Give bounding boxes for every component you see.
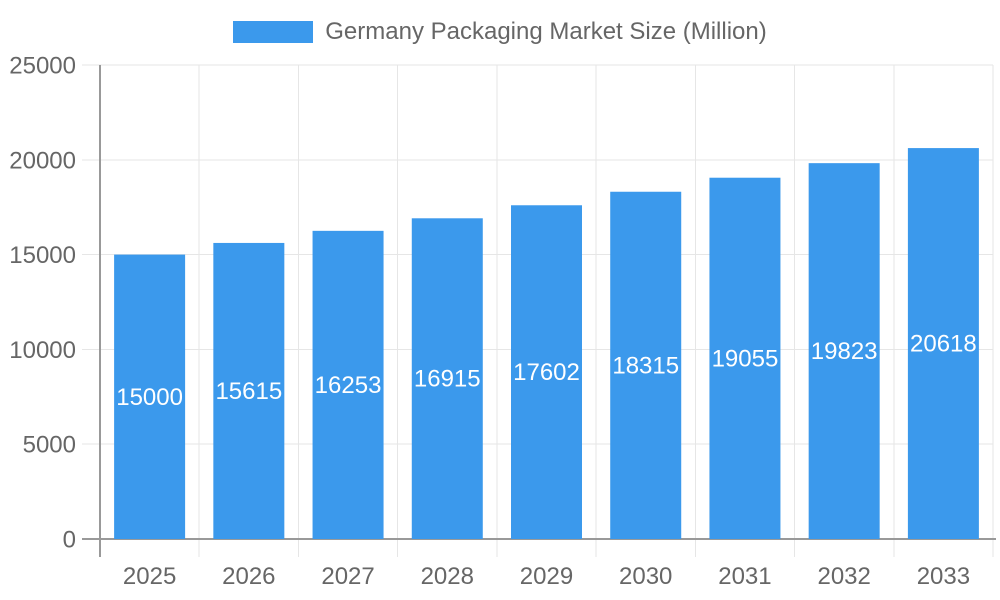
y-axis-label: 15000	[9, 242, 76, 269]
legend-label: Germany Packaging Market Size (Million)	[325, 18, 767, 45]
bar-value-label: 16253	[315, 372, 382, 399]
x-axis-label: 2027	[321, 563, 374, 590]
bar-2028[interactable]	[411, 218, 483, 539]
y-axis-label: 10000	[9, 337, 76, 364]
bar-2029[interactable]	[511, 205, 582, 539]
bar-value-label: 19823	[811, 338, 878, 365]
y-axis-label: 25000	[9, 53, 76, 80]
bar-2025[interactable]	[114, 254, 186, 539]
bar-2026[interactable]	[213, 242, 285, 539]
bar-value-label: 16915	[414, 366, 481, 393]
y-axis-label: 5000	[23, 432, 76, 459]
x-axis-label: 2030	[619, 563, 672, 590]
bar-2032[interactable]	[808, 163, 880, 539]
x-axis-label: 2033	[917, 563, 970, 590]
bar-2031[interactable]	[709, 177, 781, 539]
x-axis-label: 2025	[123, 563, 176, 590]
x-axis-label: 2032	[817, 563, 870, 590]
bar-2030[interactable]	[610, 191, 682, 539]
x-axis-label: 2029	[520, 563, 573, 590]
bar-2027[interactable]	[312, 230, 384, 539]
x-axis-label: 2026	[222, 563, 275, 590]
bar-value-label: 15000	[116, 384, 183, 411]
bar-value-label: 18315	[612, 352, 679, 379]
bar-value-label: 20618	[910, 331, 977, 358]
bar-value-label: 15615	[215, 378, 282, 405]
bar-value-label: 17602	[513, 359, 580, 386]
y-axis-label: 20000	[9, 147, 76, 174]
y-axis-label: 0	[63, 527, 76, 554]
chart-legend[interactable]: Germany Packaging Market Size (Million)	[0, 18, 1000, 45]
legend-swatch	[233, 21, 314, 44]
x-axis-label: 2031	[718, 563, 771, 590]
bar-2033[interactable]	[907, 148, 979, 540]
bar-value-label: 19055	[712, 345, 779, 372]
x-axis-label: 2028	[421, 563, 474, 590]
